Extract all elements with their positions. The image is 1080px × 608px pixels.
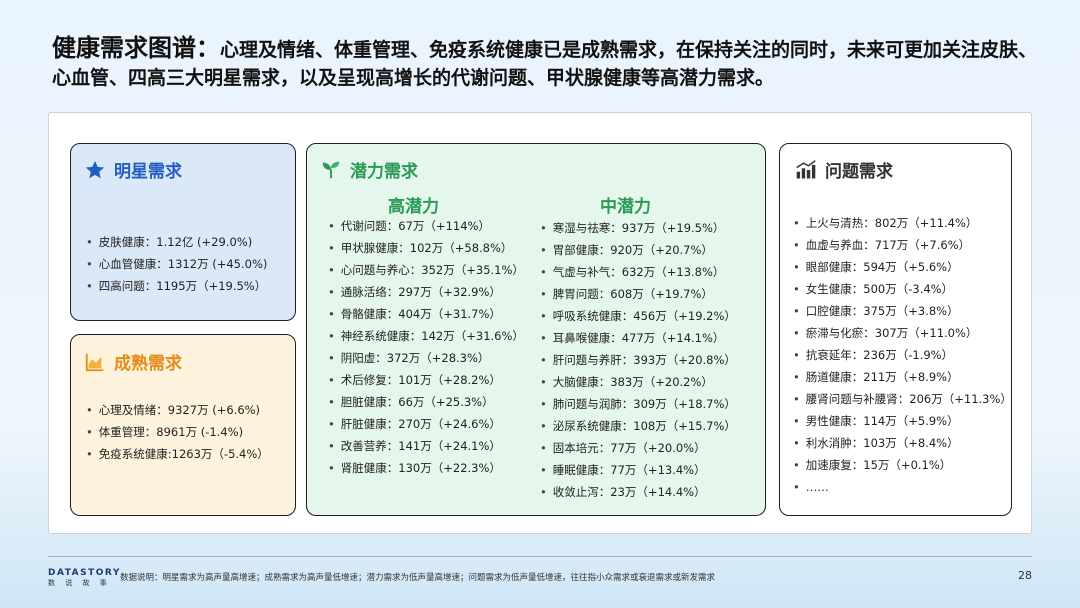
datastory-logo: DATASTORY 数 说 故 事 bbox=[48, 568, 121, 588]
bar-chart-icon bbox=[795, 159, 817, 181]
star-icon bbox=[84, 159, 106, 181]
list-item: 呼吸系统健康：456万（+19.2%） bbox=[540, 305, 736, 327]
list-item: 眼部健康：594万（+5.6%） bbox=[793, 256, 1012, 278]
list-item: 四高问题：1195万（+19.5%） bbox=[86, 275, 267, 297]
list-item: 口腔健康：375万（+3.8%） bbox=[793, 300, 1012, 322]
list-item: 术后修复：101万（+28.2%） bbox=[328, 369, 524, 391]
list-item: 睡眠健康：77万（+13.4%） bbox=[540, 459, 736, 481]
list-item: 体重管理：8961万 (-1.4%) bbox=[86, 421, 269, 443]
list-item: 肠道健康：211万（+8.9%） bbox=[793, 366, 1012, 388]
list-item: 血虚与养血：717万（+7.6%） bbox=[793, 234, 1012, 256]
list-item: 耳鼻喉健康：477万（+14.1%） bbox=[540, 327, 736, 349]
list-item: 代谢问题：67万（+114%） bbox=[328, 215, 524, 237]
list-item: 心理及情绪：9327万 (+6.6%) bbox=[86, 399, 269, 421]
problem-demand-title: 问题需求 bbox=[795, 157, 893, 182]
list-item: 加速康复：15万（+0.1%） bbox=[793, 454, 1012, 476]
problem-demand-list: 上火与清热：802万（+11.4%）血虚与养血：717万（+7.6%）眼部健康：… bbox=[793, 212, 1012, 498]
list-item: …… bbox=[793, 476, 1012, 498]
list-item: 抗衰延年：236万（-1.9%） bbox=[793, 344, 1012, 366]
star-demand-label: 明星需求 bbox=[114, 162, 182, 182]
list-item: 气虚与补气：632万（+13.8%） bbox=[540, 261, 736, 283]
star-demand-title: 明星需求 bbox=[84, 157, 182, 182]
page-number: 28 bbox=[1018, 569, 1032, 582]
star-demand-list: 皮肤健康：1.12亿 (+29.0%)心血管健康：1312万 (+45.0%)四… bbox=[86, 231, 268, 297]
mature-demand-label: 成熟需求 bbox=[114, 354, 182, 374]
list-item: 肝脏健康：270万（+24.6%） bbox=[328, 413, 524, 435]
mid-potential-list: 寒湿与祛寒：937万（+19.5%）胃部健康：920万（+20.7%）气虚与补气… bbox=[540, 217, 736, 503]
headline-text: 心理及情绪、体重管理、免疫系统健康已是成熟需求，在保持关注的同时，未来可更加关注… bbox=[52, 39, 1038, 89]
logo-text: DATASTORY bbox=[48, 568, 121, 578]
list-item: 女生健康：500万（-3.4%） bbox=[793, 278, 1012, 300]
list-item: 通脉活络：297万（+32.9%） bbox=[328, 281, 524, 303]
problem-demand-label: 问题需求 bbox=[825, 162, 893, 182]
list-item: 免疫系统健康:1263万（-5.4%） bbox=[86, 443, 269, 465]
list-item: 心问题与养心：352万（+35.1%） bbox=[328, 259, 524, 281]
list-item: 泌尿系统健康：108万（+15.7%） bbox=[540, 415, 736, 437]
high-potential-list: 代谢问题：67万（+114%）甲状腺健康：102万（+58.8%）心问题与养心：… bbox=[328, 215, 524, 479]
list-item: 心血管健康：1312万 (+45.0%) bbox=[86, 253, 268, 275]
list-item: 胆脏健康：66万（+25.3%） bbox=[328, 391, 524, 413]
potential-demand-label: 潜力需求 bbox=[350, 162, 418, 182]
list-item: 骨骼健康：404万（+31.7%） bbox=[328, 303, 524, 325]
potential-demand-title: 潜力需求 bbox=[320, 157, 418, 182]
area-chart-icon bbox=[84, 351, 106, 373]
list-item: 男性健康：114万（+5.9%） bbox=[793, 410, 1012, 432]
high-potential-heading: 高潜力 bbox=[388, 197, 439, 217]
list-item: 改善营养：141万（+24.1%） bbox=[328, 435, 524, 457]
mature-demand-list: 心理及情绪：9327万 (+6.6%)体重管理：8961万 (-1.4%)免疫系… bbox=[86, 399, 269, 465]
list-item: 肾脏健康：130万（+22.3%） bbox=[328, 457, 524, 479]
list-item: 肺问题与润肺：309万（+18.7%） bbox=[540, 393, 736, 415]
list-item: 腰肾问题与补腰肾：206万（+11.3%） bbox=[793, 388, 1012, 410]
page-headline: 健康需求图谱：心理及情绪、体重管理、免疫系统健康已是成熟需求，在保持关注的同时，… bbox=[52, 34, 1042, 92]
list-item: 固本培元：77万（+20.0%） bbox=[540, 437, 736, 459]
list-item: 收敛止泻：23万（+14.4%） bbox=[540, 481, 736, 503]
footer-divider bbox=[48, 556, 1032, 557]
data-note: 数据说明：明星需求为高声量高增速；成熟需求为高声量低增速；潜力需求为低声量高增速… bbox=[120, 573, 716, 583]
mid-potential-heading: 中潜力 bbox=[600, 197, 651, 217]
list-item: 神经系统健康：142万（+31.6%） bbox=[328, 325, 524, 347]
list-item: 寒湿与祛寒：937万（+19.5%） bbox=[540, 217, 736, 239]
logo-subtext: 数 说 故 事 bbox=[48, 579, 111, 587]
list-item: 脾胃问题：608万（+19.7%） bbox=[540, 283, 736, 305]
list-item: 阴阳虚：372万（+28.3%） bbox=[328, 347, 524, 369]
list-item: 大脑健康：383万（+20.2%） bbox=[540, 371, 736, 393]
list-item: 肝问题与养肝：393万（+20.8%） bbox=[540, 349, 736, 371]
list-item: 甲状腺健康：102万（+58.8%） bbox=[328, 237, 524, 259]
mature-demand-title: 成熟需求 bbox=[84, 349, 182, 374]
sprout-icon bbox=[320, 159, 342, 181]
list-item: 瘀滞与化瘀：307万（+11.0%） bbox=[793, 322, 1012, 344]
list-item: 皮肤健康：1.12亿 (+29.0%) bbox=[86, 231, 267, 253]
headline-lead: 健康需求图谱： bbox=[52, 34, 220, 62]
list-item: 胃部健康：920万（+20.7%） bbox=[540, 239, 736, 261]
list-item: 上火与清热：802万（+11.4%） bbox=[793, 212, 1012, 234]
list-item: 利水消肿：103万（+8.4%） bbox=[793, 432, 1012, 454]
